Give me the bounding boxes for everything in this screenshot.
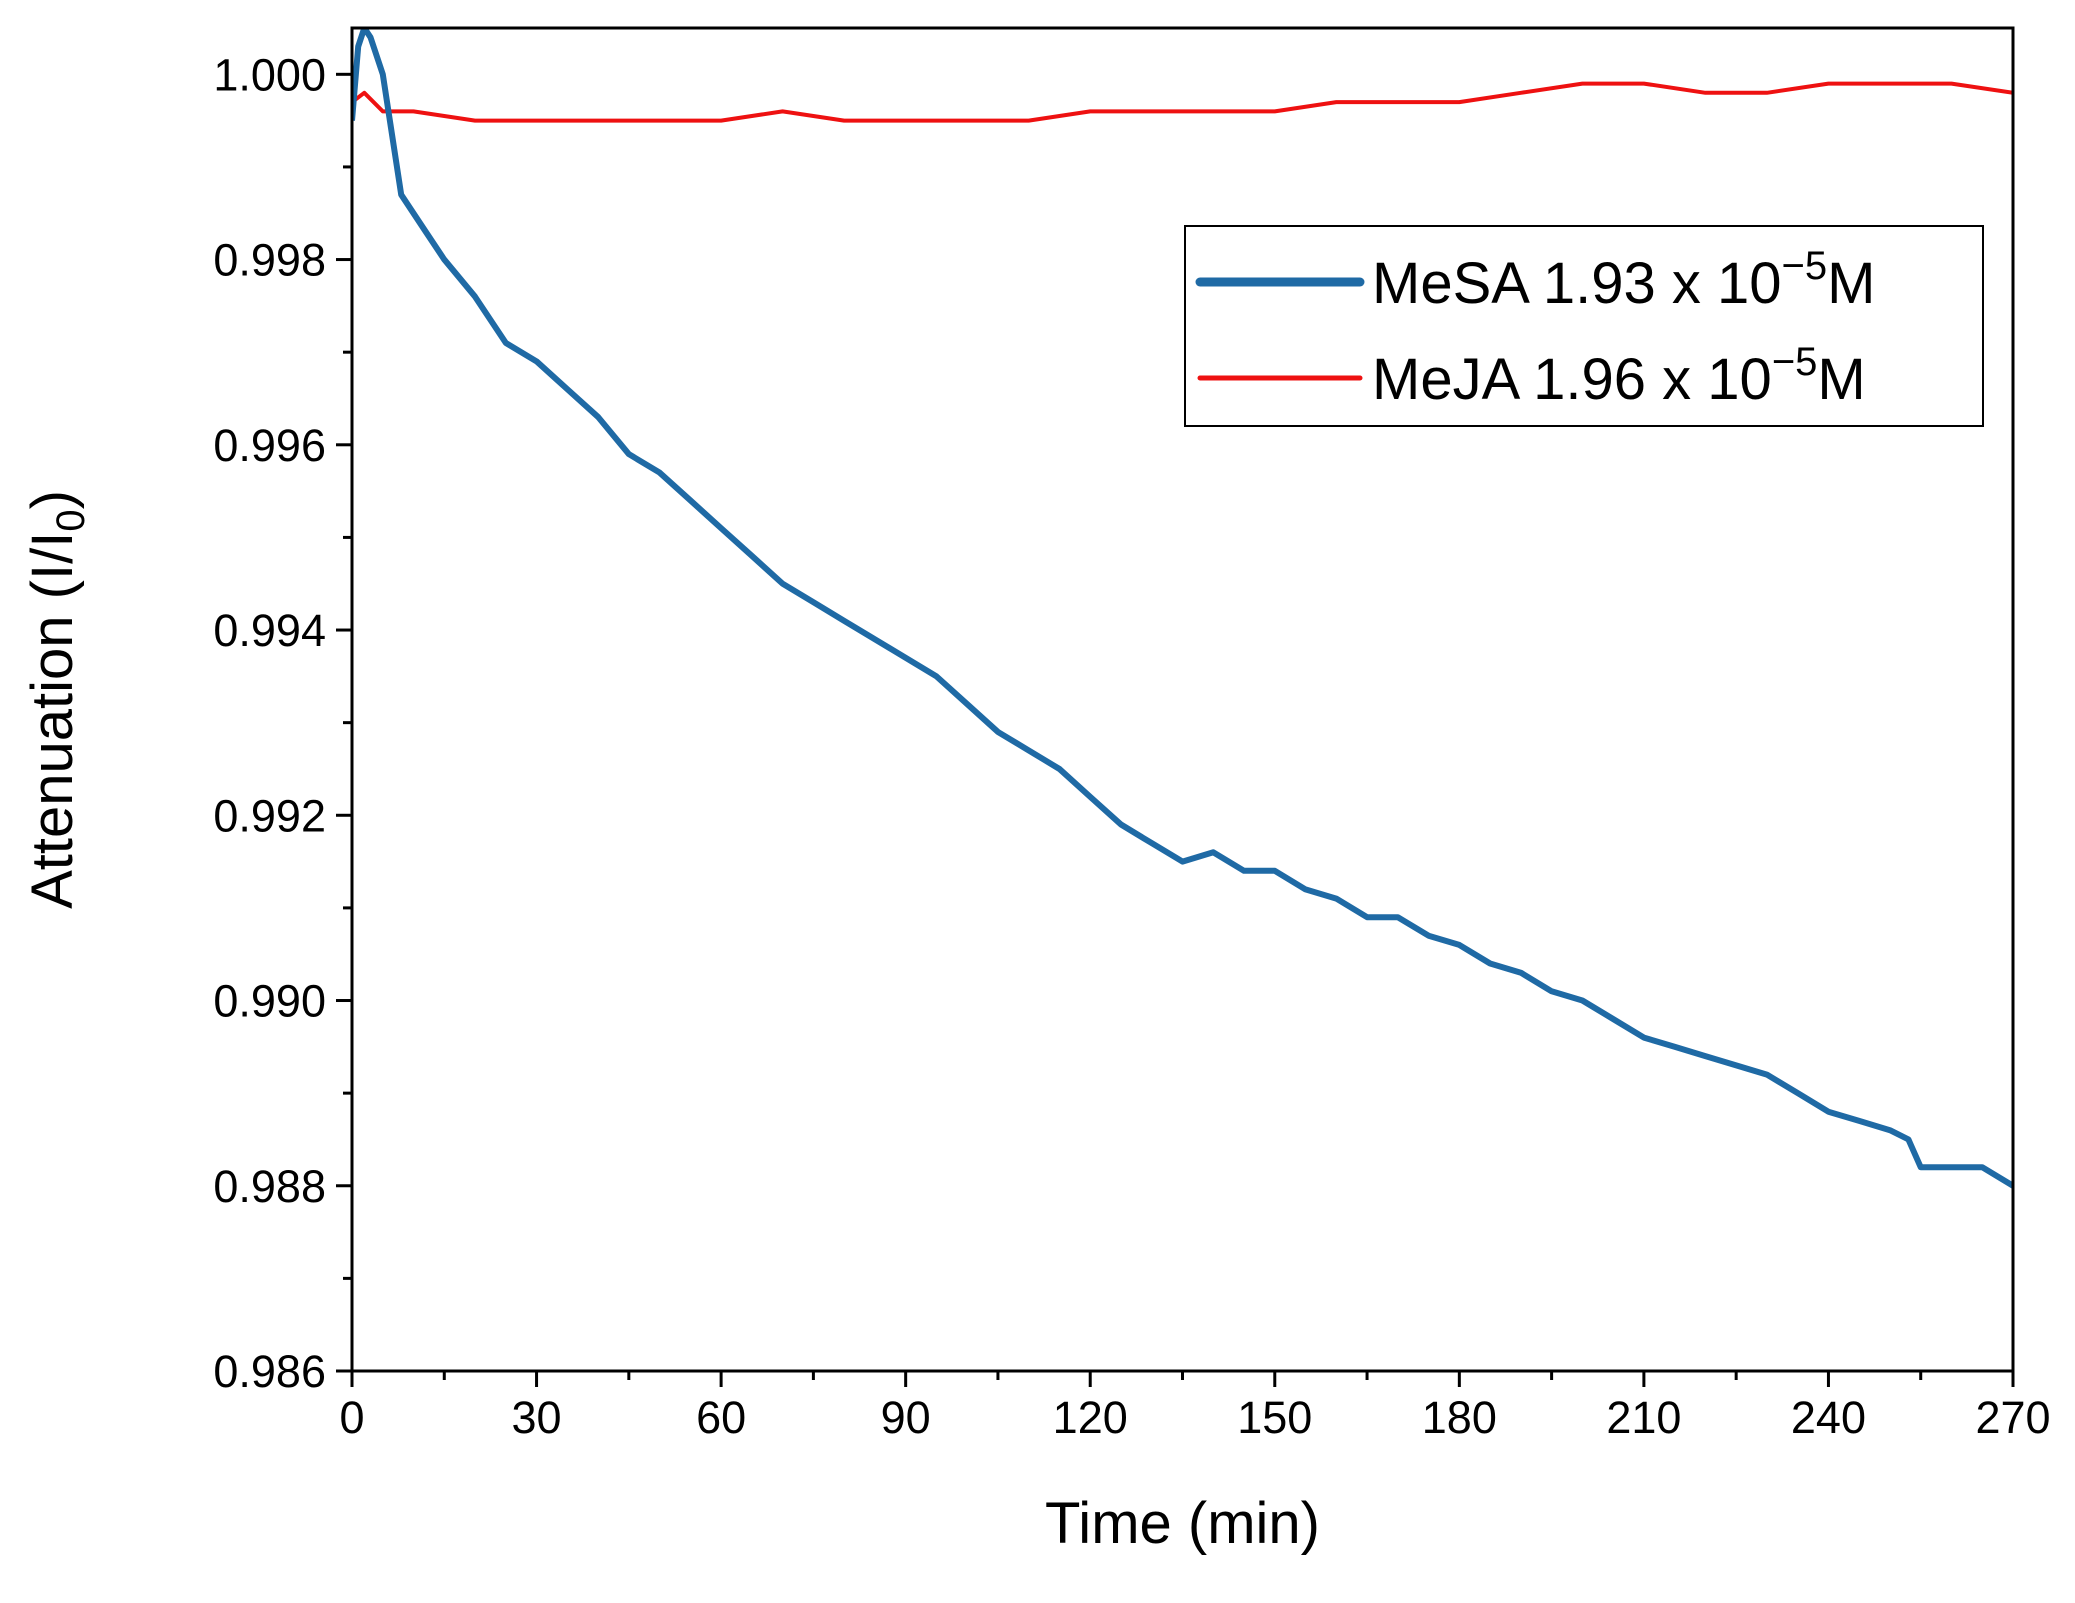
series-layer xyxy=(352,28,2013,1189)
legend-box xyxy=(1184,225,1984,427)
legend-label-meja: MeJA 1.96 x 10−5M xyxy=(1372,340,1866,412)
y-tick-label: 0.990 xyxy=(213,976,326,1027)
y-axis-title: Attenuation (I/I0) xyxy=(20,490,93,909)
x-tick-label: 150 xyxy=(1237,1392,1312,1443)
y-tick-label: 0.992 xyxy=(213,790,326,841)
x-tick-label: 180 xyxy=(1422,1392,1497,1443)
y-tick-label: 0.994 xyxy=(213,605,326,656)
x-tick-label: 0 xyxy=(339,1392,364,1443)
series-line-meja xyxy=(352,81,2013,123)
y-tick-label: 0.996 xyxy=(213,420,326,471)
legend-label-meja-unit: M xyxy=(1817,347,1865,412)
x-tick-label: 210 xyxy=(1606,1392,1681,1443)
y-tick-label: 0.998 xyxy=(213,235,326,286)
ticks-layer: 0 30 60 90 120 150 180 210 240 270 0.986 0.988 0.990… xyxy=(213,49,2050,1443)
y-axis-title-main: Attenuation (I/I xyxy=(20,532,85,909)
legend-label-mesa-exp: −5 xyxy=(1781,244,1827,288)
y-tick-label: 0.986 xyxy=(213,1346,326,1397)
x-tick-label: 240 xyxy=(1791,1392,1866,1443)
legend-label-mesa-name: MeSA 1.93 x 10 xyxy=(1372,251,1781,316)
y-tick-label: 0.988 xyxy=(213,1161,326,1212)
series-line-mesa xyxy=(352,28,2013,1189)
x-tick-label: 120 xyxy=(1053,1392,1128,1443)
x-tick-label: 90 xyxy=(881,1392,931,1443)
x-tick-label: 30 xyxy=(512,1392,562,1443)
legend: MeSA 1.93 x 10−5M MeJA 1.96 x 10−5M xyxy=(1184,225,1984,427)
legend-label-meja-exp: −5 xyxy=(1772,340,1818,384)
legend-label-mesa: MeSA 1.93 x 10−5M xyxy=(1372,244,1875,316)
x-tick-label: 270 xyxy=(1975,1392,2050,1443)
y-tick-label: 1.000 xyxy=(213,49,326,100)
legend-label-meja-name: MeJA 1.96 x 10 xyxy=(1372,347,1772,412)
legend-label-mesa-unit: M xyxy=(1827,251,1875,316)
y-axis-title-close: ) xyxy=(20,490,85,509)
x-tick-label: 60 xyxy=(696,1392,746,1443)
x-axis-title: Time (min) xyxy=(1045,1491,1320,1556)
y-axis-title-subscript: 0 xyxy=(49,509,93,531)
